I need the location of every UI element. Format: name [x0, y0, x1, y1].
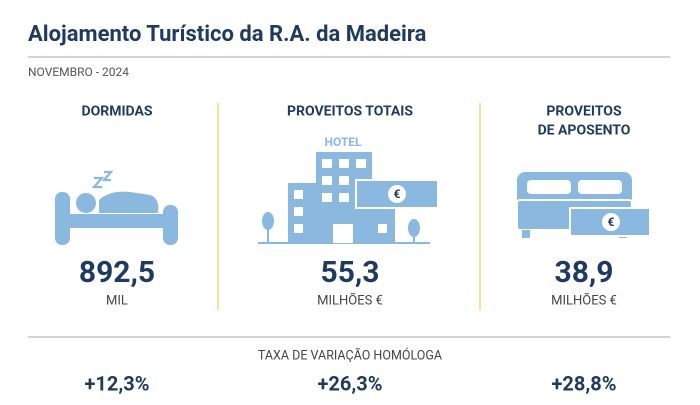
- title: Alojamento Turístico da R.A. da Madeira: [28, 22, 427, 47]
- card-unit: MILHÕES €: [317, 291, 383, 308]
- card-unit: MIL: [106, 293, 128, 308]
- icon-badge: €: [394, 187, 401, 201]
- card-value: 892,5: [79, 255, 155, 290]
- footer-label: TAXA DE VARIAÇÃO HOMÓLOGA: [258, 346, 442, 363]
- icon-badge: €: [608, 215, 615, 229]
- card-change: +12,3%: [84, 371, 149, 395]
- card-change: +28,8%: [551, 371, 616, 395]
- card-title: PROVEITOS TOTAIS: [287, 104, 413, 120]
- card-title: PROVEITOS: [546, 104, 622, 120]
- card-title: DORMIDAS: [81, 104, 152, 120]
- icon-label: HOTEL: [324, 135, 362, 149]
- card-change: +26,3%: [317, 371, 382, 395]
- room-icon: [516, 172, 651, 238]
- card-value: 38,9: [554, 255, 613, 290]
- subtitle: NOVEMBRO - 2024: [28, 65, 129, 79]
- card-value: 55,3: [320, 255, 379, 290]
- bed-icon: [55, 170, 178, 245]
- card-unit: MILHÕES €: [551, 291, 617, 308]
- hotel-icon: [258, 152, 439, 244]
- card-title: DE APOSENTO: [538, 123, 631, 139]
